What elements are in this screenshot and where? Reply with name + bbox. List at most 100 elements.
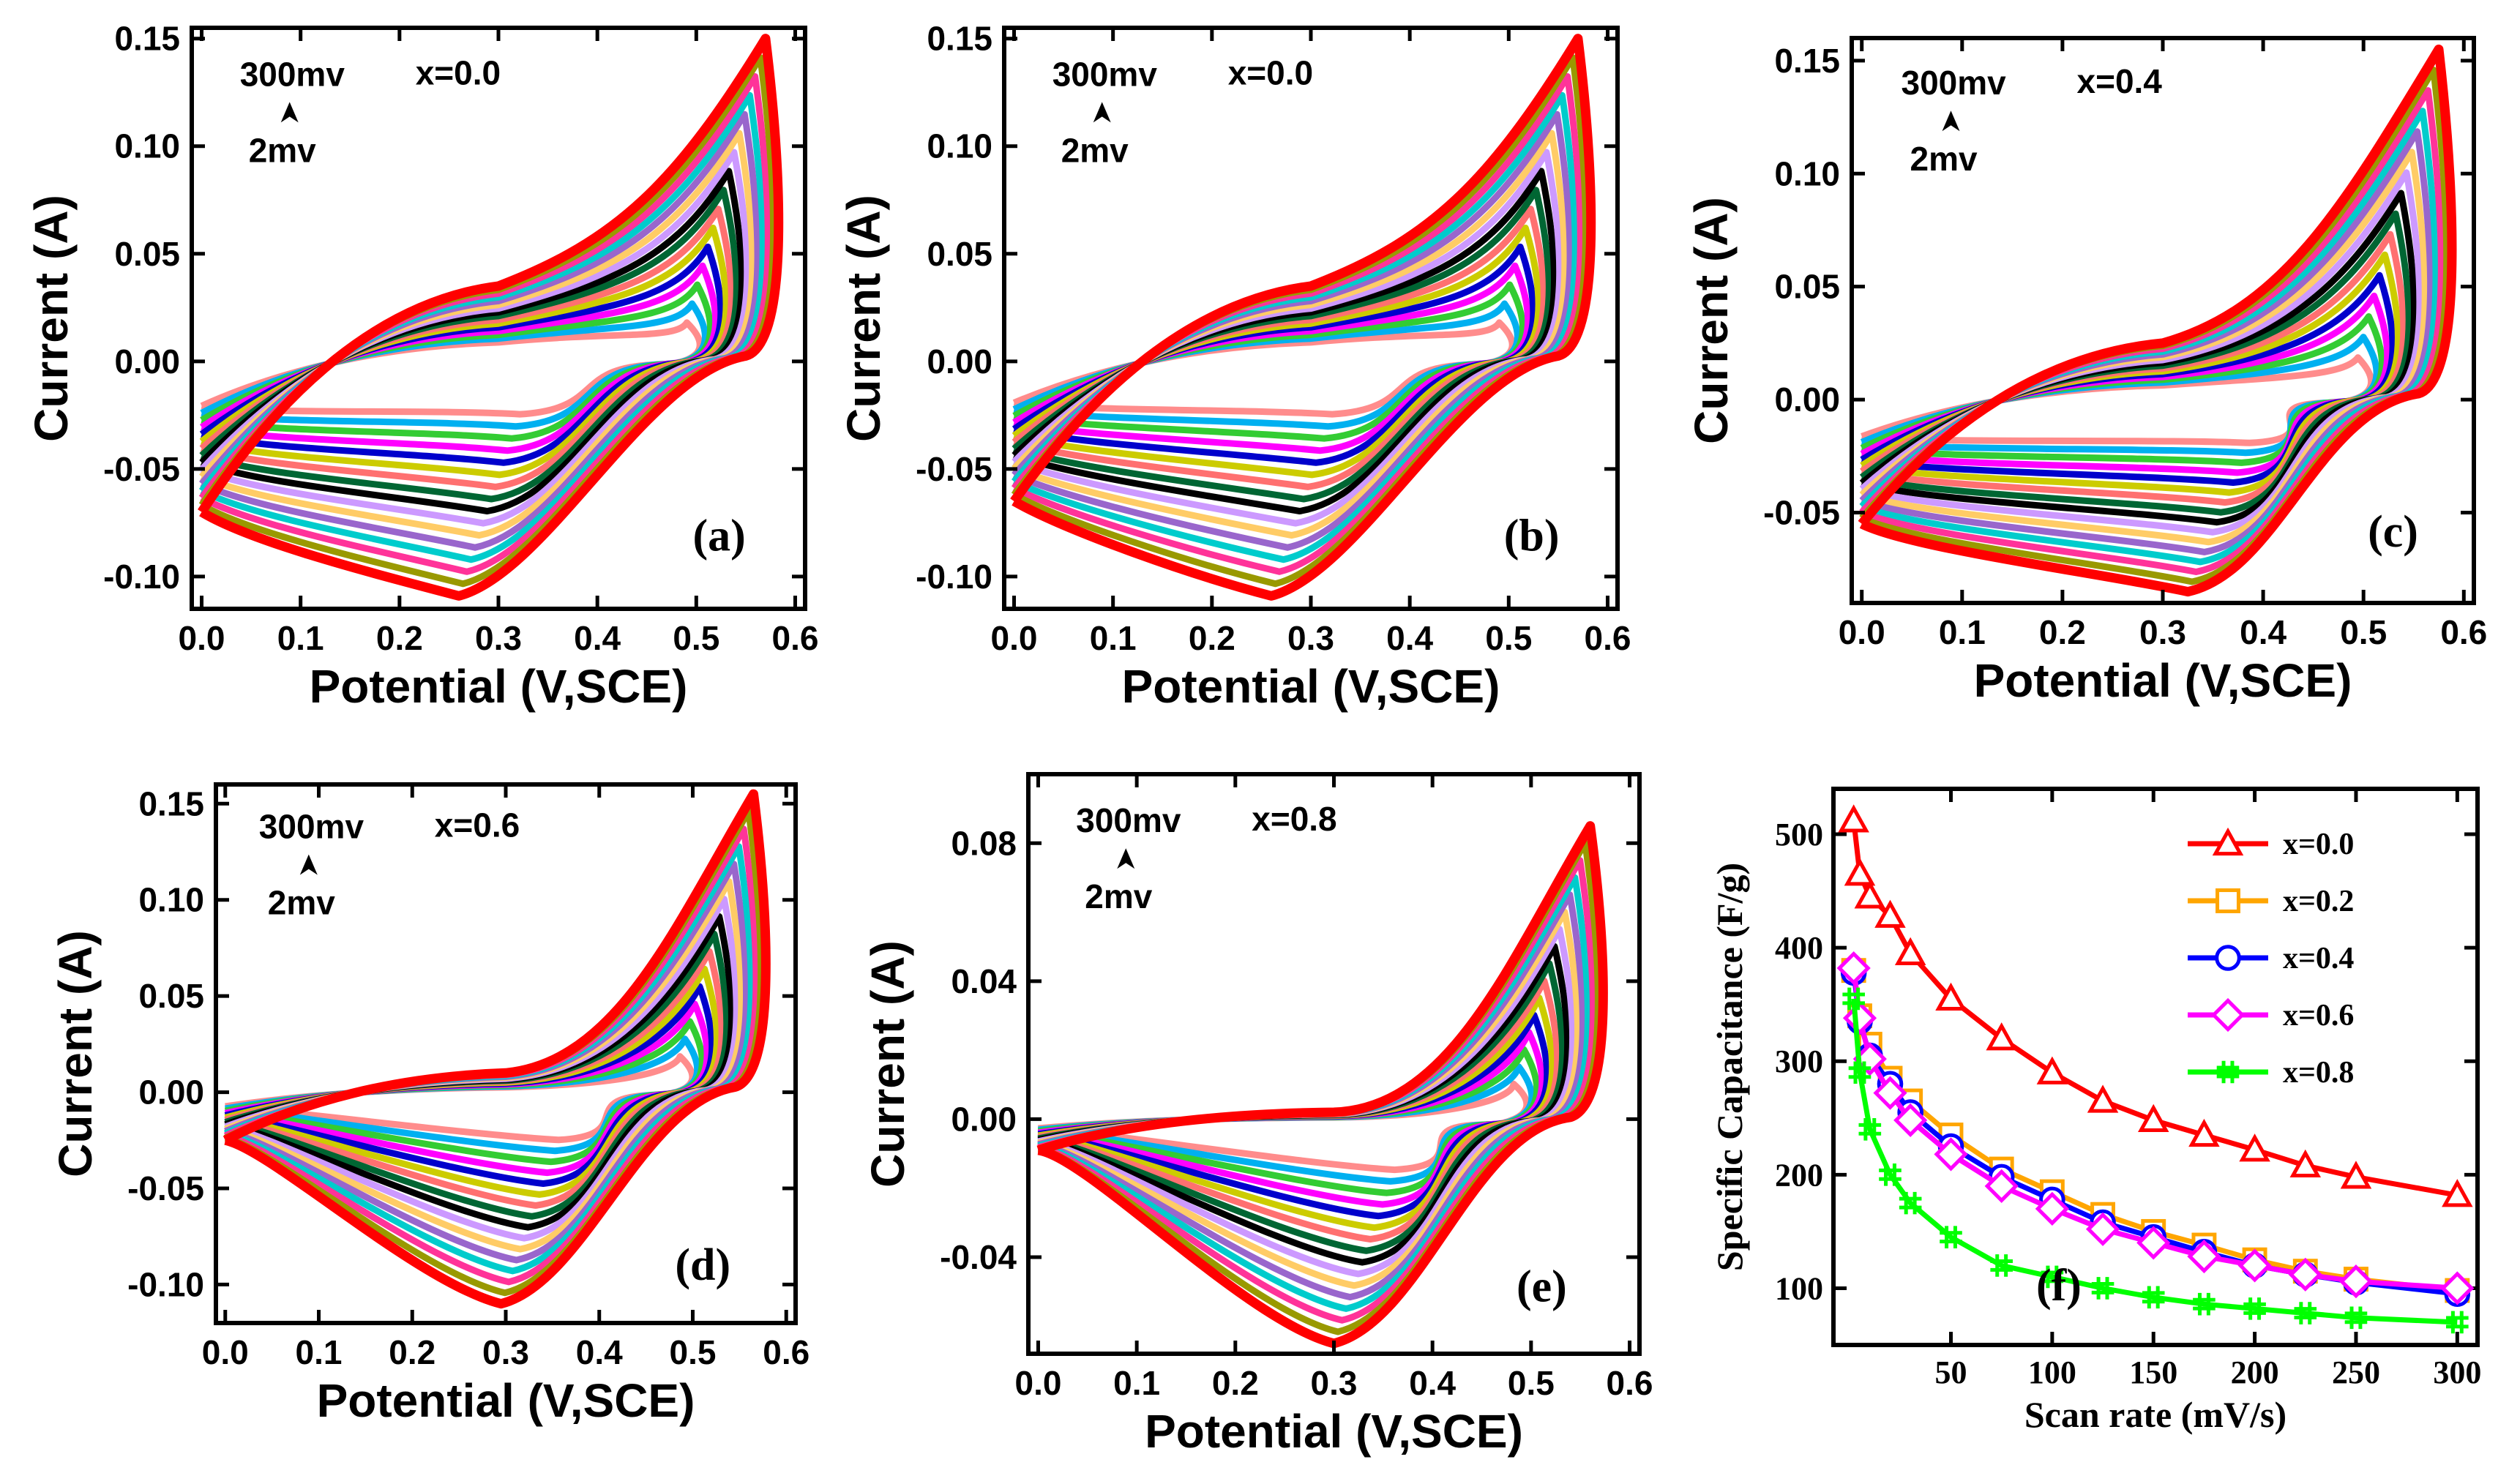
- cv-curves: [1036, 821, 1608, 1349]
- data-point: [1935, 982, 1967, 1011]
- y-tick-label: 0.10: [114, 127, 180, 165]
- capacitance-axes-frame: [1831, 787, 2480, 1347]
- data-point: [2210, 997, 2246, 1033]
- panel-label: (f): [2036, 1261, 2082, 1311]
- cv-axes-frame: [1850, 36, 2476, 605]
- data-point: [2440, 1271, 2475, 1305]
- cv-panel-0: 0.0 0.1 0.2 0.3 0.4 0.5 0.6 0.15 0.10 0.05 0.00 -0.…: [25, 20, 818, 713]
- data-point: [2142, 1286, 2165, 1309]
- x-axis-label: Potential (V,SCE): [1122, 660, 1500, 713]
- x-tick-label: 50: [1935, 1354, 1967, 1390]
- x-tick-label: 0.4: [576, 1333, 623, 1371]
- series-x=0.0: [1838, 804, 2473, 1207]
- data-point: [1842, 1001, 1877, 1035]
- x-tick-label: 0.2: [1189, 619, 1235, 657]
- cv-panel-3: 0.0 0.1 0.2 0.3 0.4 0.5 0.6 0.15 0.10 0.05 0.00 -0.…: [49, 784, 809, 1427]
- scan-rate-high-label: 300mv: [240, 55, 345, 93]
- y-axis-label: Current (A): [837, 195, 890, 442]
- y-tick-label: 0.00: [927, 342, 992, 381]
- x-tick-label: 0.3: [1311, 1364, 1358, 1402]
- x-tick-label: 0.5: [2340, 613, 2387, 651]
- data-point: [1984, 1169, 2019, 1203]
- x-tick-label: 0.2: [376, 619, 423, 657]
- y-tick-label: 0.05: [138, 977, 204, 1015]
- data-point: [2087, 1084, 2119, 1113]
- data-point: [2035, 1191, 2069, 1226]
- scan-rate-high-label: 300mv: [1902, 64, 2007, 102]
- panel-label: (d): [675, 1240, 730, 1290]
- y-tick-label: -0.10: [127, 1265, 204, 1303]
- y-tick-label: -0.05: [916, 450, 992, 488]
- data-point: [1940, 1226, 1962, 1248]
- x-tick-label: 0.6: [1585, 619, 1631, 657]
- y-tick-label: 0.15: [114, 20, 180, 58]
- x-axis-label: Potential (V,SCE): [310, 660, 688, 713]
- data-point: [1879, 1163, 1902, 1186]
- data-point: [1858, 1118, 1882, 1141]
- data-point: [2340, 1161, 2372, 1189]
- data-point: [1894, 937, 1926, 965]
- y-tick-label: 0.00: [114, 342, 180, 381]
- scan-rate-low-label: 2mv: [268, 884, 335, 922]
- x-tick-label: 0.5: [1485, 619, 1532, 657]
- cv-series-line: [1010, 34, 1596, 601]
- y-tick-label: 0.05: [114, 235, 180, 273]
- data-point: [1874, 899, 1906, 928]
- x-axis-label: Scan rate (mV/s): [2024, 1394, 2286, 1435]
- data-point: [1854, 880, 1886, 909]
- y-tick-label: 0.15: [927, 20, 992, 58]
- x-tick-label: 0.5: [670, 1333, 717, 1371]
- cv-axes-frame: [190, 26, 807, 611]
- data-point: [1893, 1103, 1928, 1137]
- data-point: [2041, 1265, 2064, 1289]
- legend-label: x=0.8: [2283, 1056, 2354, 1090]
- x-tick-label: 0.2: [1212, 1364, 1259, 1402]
- y-tick-label: 0.00: [138, 1073, 204, 1112]
- x-tick-label: 0.4: [2240, 613, 2286, 651]
- x-tick-label: 0.0: [991, 619, 1038, 657]
- panel-label: (b): [1504, 511, 1560, 561]
- data-point: [1873, 1076, 1907, 1110]
- arrow-up-icon: [280, 102, 299, 123]
- data-point: [1986, 1022, 2017, 1051]
- x-tick-label: 0.1: [1113, 1364, 1160, 1402]
- y-tick-label: 300: [1775, 1043, 1823, 1079]
- y-tick-label: 500: [1775, 817, 1823, 852]
- arrow-up-icon: [1093, 102, 1111, 123]
- data-point: [2239, 1133, 2270, 1162]
- data-point: [1899, 1191, 1922, 1215]
- composition-label: x=0.0: [1228, 53, 1313, 91]
- y-axis-label: Current (A): [49, 930, 102, 1177]
- y-axis-label: Specific Capacitance (F/g): [1709, 863, 1750, 1271]
- x-tick-label: 0.4: [1386, 619, 1433, 657]
- x-tick-label: 250: [2332, 1354, 2380, 1390]
- cv-axes-frame: [1026, 772, 1642, 1356]
- y-axis-label: Current (A): [25, 195, 78, 442]
- y-tick-label: -0.04: [940, 1238, 1017, 1276]
- y-tick-label: -0.10: [916, 558, 992, 596]
- x-axis-label: Potential (V,SCE): [1974, 654, 2352, 707]
- y-tick-label: 0.05: [1774, 268, 1840, 306]
- y-tick-label: 0.10: [927, 127, 992, 165]
- scan-rate-low-label: 2mv: [249, 131, 316, 169]
- x-axis-label: Potential (V,SCE): [317, 1374, 695, 1427]
- data-point: [1844, 858, 1876, 886]
- scan-rate-high-label: 300mv: [259, 808, 364, 846]
- data-point: [2243, 1297, 2266, 1320]
- legend-label: x=0.4: [2283, 942, 2354, 975]
- y-tick-label: 0.10: [1774, 154, 1840, 192]
- data-point: [2294, 1302, 2317, 1324]
- data-point: [2193, 1292, 2216, 1316]
- y-axis-label: Current (A): [861, 940, 914, 1188]
- data-point: [1848, 1061, 1872, 1084]
- data-point: [1838, 804, 1869, 833]
- capacitance-panel: 50 100 150 200 250 300 100 200 300 400 500 Scan rat…: [1709, 789, 2481, 1435]
- x-tick-label: 0.5: [673, 619, 719, 657]
- y-tick-label: 0.08: [951, 824, 1017, 862]
- x-tick-label: 100: [2028, 1354, 2076, 1390]
- cv-series-line: [224, 861, 750, 1264]
- data-point: [1990, 1254, 2013, 1277]
- x-tick-label: 0.5: [1508, 1364, 1555, 1402]
- x-tick-label: 0.0: [179, 619, 225, 657]
- x-tick-label: 0.3: [482, 1333, 529, 1371]
